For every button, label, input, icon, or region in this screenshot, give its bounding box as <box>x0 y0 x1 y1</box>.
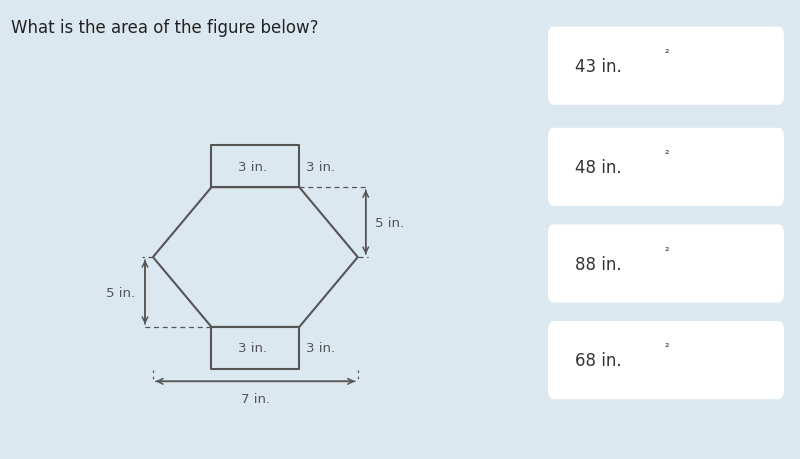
Text: 7 in.: 7 in. <box>241 392 270 405</box>
FancyBboxPatch shape <box>548 28 784 106</box>
Text: ²: ² <box>665 49 670 59</box>
Text: ²: ² <box>665 342 670 353</box>
Text: What is the area of the figure below?: What is the area of the figure below? <box>10 19 318 37</box>
Text: 5 in.: 5 in. <box>106 286 135 299</box>
Text: 3 in.: 3 in. <box>306 341 334 355</box>
FancyBboxPatch shape <box>548 321 784 399</box>
Text: ²: ² <box>665 246 670 256</box>
Text: 5 in.: 5 in. <box>375 216 405 229</box>
Text: 3 in.: 3 in. <box>238 341 267 355</box>
Text: 68 in.: 68 in. <box>575 351 622 369</box>
Text: 48 in.: 48 in. <box>575 158 622 177</box>
FancyBboxPatch shape <box>548 225 784 303</box>
Text: 88 in.: 88 in. <box>575 255 622 273</box>
Text: 3 in.: 3 in. <box>306 160 334 174</box>
Text: 43 in.: 43 in. <box>575 57 622 76</box>
Text: 3 in.: 3 in. <box>238 160 267 174</box>
FancyBboxPatch shape <box>548 129 784 207</box>
Text: ²: ² <box>665 150 670 160</box>
